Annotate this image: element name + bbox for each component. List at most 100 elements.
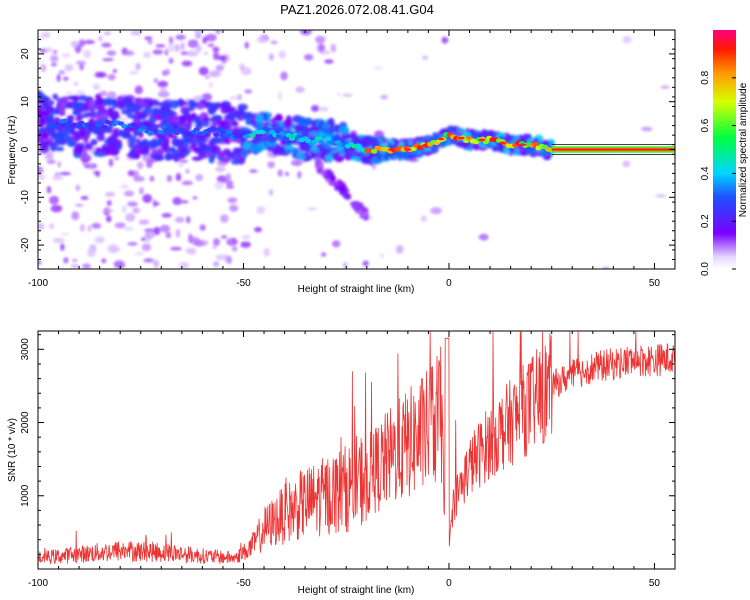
spectrogram-noise-blob — [186, 216, 191, 224]
spectrogram-band-blob — [118, 105, 125, 110]
spectrogram-noise-blob — [142, 194, 153, 204]
spectrogram-noise-blob — [263, 247, 271, 257]
spectrogram-ridge-blob — [209, 126, 217, 132]
spectrogram-noise-blob — [72, 258, 78, 263]
colorbar-ticks: 0.0 0.2 0.4 0.6 0.8 — [700, 70, 736, 276]
spectrogram-band-blob — [318, 147, 329, 154]
spectrogram-noise-blob — [331, 240, 341, 248]
spectrogram-band-blob — [153, 155, 165, 162]
spectrogram-noise-blob — [83, 164, 91, 169]
spectrogram-band-blob — [491, 145, 499, 152]
colorbar-label: Normalized spectral amplitude — [738, 82, 749, 217]
spectrogram-band-blob — [339, 151, 345, 157]
spectrogram-noise-blob — [104, 191, 115, 197]
spectrogram-noise-blob — [141, 237, 146, 241]
spectrogram-ridge-hotspot — [519, 143, 527, 147]
spectrogram-ridge-blob — [269, 129, 276, 135]
spectrogram-noise-blob — [49, 223, 55, 230]
spectrogram-ridge-hotspot — [387, 148, 395, 151]
spectrogram-band-blob — [95, 99, 103, 106]
spectrogram-noise-blob — [217, 55, 227, 61]
spectrogram-ridge-blob — [157, 129, 164, 135]
spectrogram-band-blob — [128, 135, 137, 145]
spectrogram-band-blob — [319, 127, 330, 134]
spectrogram-band-blob — [38, 133, 42, 142]
spectrogram-band-blob — [267, 136, 278, 144]
spectrogram-band-blob — [189, 101, 198, 108]
spectrogram-noise-blob — [153, 226, 161, 236]
spectrogram-ridge-hotspot — [404, 148, 412, 151]
spectrogram-band-blob — [107, 124, 114, 129]
spectrogram-noise-blob — [113, 156, 120, 161]
spectrogram-noise-blob — [186, 247, 197, 256]
spectrogram-noise-blob — [153, 78, 159, 84]
spectrogram-ridge-blob — [315, 136, 322, 141]
spectrogram-noise-blob — [52, 237, 65, 244]
spectrogram-band-blob — [539, 150, 550, 157]
spectrogram-noise-blob — [38, 174, 46, 180]
spectrogram-ridge-blob — [213, 132, 220, 137]
spectrogram-noise-blob — [215, 64, 225, 72]
spectrogram-noise-blob — [114, 262, 125, 269]
spectrogram-band-blob — [450, 139, 457, 144]
colorbar-tick-label-4: 0.8 — [700, 70, 711, 84]
spectrogram-band-blob — [240, 150, 249, 157]
spectrogram-band-blob — [220, 104, 229, 109]
spectrogram-noise-blob — [622, 35, 632, 44]
spectrogram-noise-blob — [42, 31, 51, 38]
spectrogram-noise-blob — [240, 241, 251, 248]
spectrogram-noise-blob — [81, 148, 88, 156]
spectrogram-noise-blob — [134, 85, 143, 95]
spectrogram-noise-blob — [198, 66, 209, 76]
spectrogram-ytick-label-4: 20 — [20, 48, 31, 60]
spectrogram-band-blob — [105, 99, 113, 106]
spectrogram-noise-blob — [143, 258, 154, 263]
spectrogram-ridge-blob — [137, 128, 144, 133]
spectrogram-band-blob — [57, 104, 66, 113]
spectrogram-ridge-blob — [295, 134, 302, 140]
spectrogram-band-blob — [39, 127, 51, 133]
spectrogram-noise-blob — [130, 30, 143, 36]
spectrogram-noise-blob — [107, 244, 119, 254]
spectrogram-band-blob — [300, 130, 307, 138]
spectrogram-band-blob — [548, 141, 555, 147]
spectrogram-ridge-blob — [285, 133, 292, 138]
spectrogram-noise-blob — [98, 35, 103, 42]
spectrogram-noise-blob — [60, 243, 65, 251]
spectrogram-noise-blob — [185, 168, 190, 174]
spectrogram-band-blob — [297, 155, 306, 160]
spectrogram-noise-blob — [74, 203, 84, 207]
spectrogram-noise-blob — [202, 36, 208, 44]
spectrogram-ridge-blob — [370, 148, 378, 154]
spectrogram-band-blob — [117, 101, 125, 106]
spectrogram-band-blob — [368, 151, 374, 160]
spectrogram-band-blob — [275, 113, 283, 122]
spectrogram-noise-blob — [87, 224, 92, 232]
spectrogram-noise-blob — [237, 93, 242, 101]
spectrogram-noise-blob — [136, 161, 144, 170]
spectrogram-ridge-blob — [91, 125, 98, 131]
spectrogram-band-blob — [334, 155, 345, 163]
spectrogram-noise-blob — [47, 151, 54, 160]
spectrogram-band-blob — [209, 103, 216, 110]
spectrogram-band-blob — [356, 205, 363, 210]
spectrogram-noise-blob — [157, 80, 169, 88]
colorbar-tick-label-3: 0.6 — [700, 118, 711, 132]
spectrogram-noise-blob — [181, 180, 194, 186]
spectrogram-band-blob — [67, 141, 77, 148]
spectrogram-noise-blob — [56, 74, 61, 82]
spectrogram-ridge-core — [551, 148, 675, 151]
spectrogram-band-blob — [174, 138, 185, 148]
spectrogram-ridge-blob — [249, 133, 256, 138]
spectrogram-band-blob — [258, 115, 264, 124]
snr-xtick-label-0: -100 — [28, 578, 48, 589]
spectrogram-band-blob — [56, 130, 67, 137]
spectrogram-noise-blob — [660, 85, 670, 89]
spectrogram-band-blob — [158, 110, 167, 117]
spectrogram-noise-blob — [83, 49, 92, 59]
spectrogram-ridge-hotspot — [437, 137, 445, 141]
spectrogram-band-blob — [75, 114, 83, 122]
spectrogram-noise-blob — [208, 70, 221, 78]
